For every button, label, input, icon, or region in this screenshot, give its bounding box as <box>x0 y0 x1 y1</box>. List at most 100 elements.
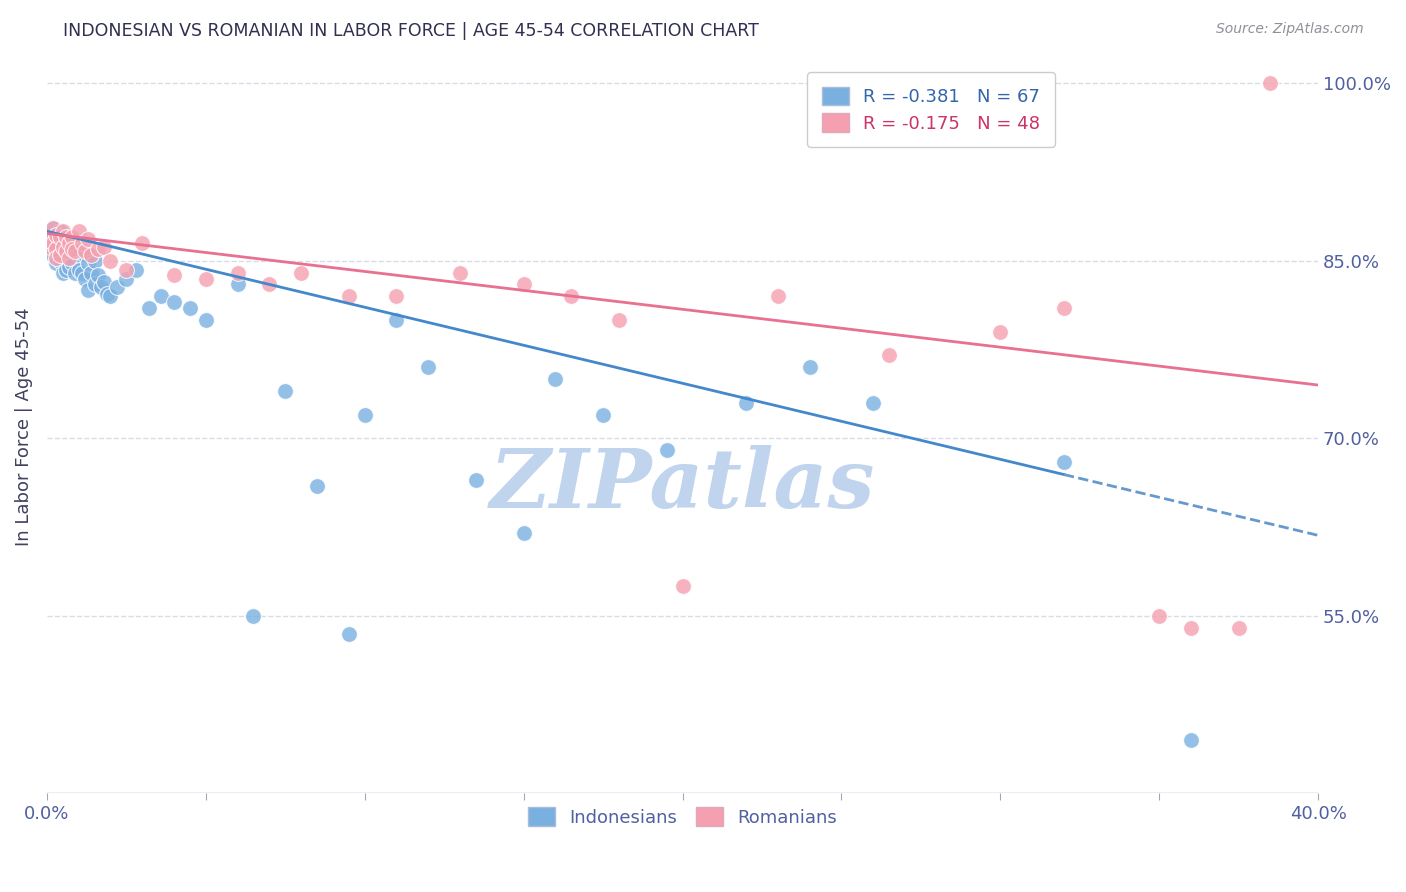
Point <box>305 478 328 492</box>
Point <box>138 301 160 315</box>
Point <box>60 230 83 244</box>
Point <box>58 235 80 250</box>
Point <box>226 277 249 292</box>
Point <box>52 232 75 246</box>
Point <box>1053 455 1076 469</box>
Point <box>45 227 67 242</box>
Point <box>512 526 534 541</box>
Point <box>73 244 96 259</box>
Point <box>70 235 93 250</box>
Point <box>60 256 83 270</box>
Point <box>671 579 693 593</box>
Point <box>55 230 77 244</box>
Point <box>48 224 70 238</box>
Point <box>179 301 201 315</box>
Point <box>65 239 87 253</box>
Point <box>607 313 630 327</box>
Point <box>83 253 105 268</box>
Point <box>70 266 93 280</box>
Point <box>1260 76 1282 90</box>
Point <box>87 242 110 256</box>
Point <box>39 242 62 256</box>
Text: ZIPatlas: ZIPatlas <box>489 445 876 525</box>
Point <box>42 220 65 235</box>
Point <box>90 280 112 294</box>
Point <box>87 268 110 282</box>
Point <box>77 284 100 298</box>
Point <box>100 253 122 268</box>
Point <box>131 235 153 250</box>
Point <box>418 360 440 375</box>
Point <box>766 289 789 303</box>
Point <box>96 287 118 301</box>
Point <box>877 349 900 363</box>
Point <box>449 266 471 280</box>
Point <box>194 313 217 327</box>
Point <box>48 248 70 262</box>
Point <box>39 230 62 244</box>
Point <box>592 408 614 422</box>
Point <box>1227 621 1250 635</box>
Point <box>93 239 115 253</box>
Point <box>45 252 67 266</box>
Point <box>385 289 408 303</box>
Point <box>65 244 87 259</box>
Point <box>55 242 77 256</box>
Point <box>39 239 62 253</box>
Point <box>337 626 360 640</box>
Point <box>259 277 281 292</box>
Point <box>45 239 67 253</box>
Point <box>48 253 70 268</box>
Point <box>290 266 312 280</box>
Point <box>1180 621 1202 635</box>
Point <box>48 239 70 253</box>
Point <box>60 242 83 256</box>
Point <box>1147 608 1170 623</box>
Point <box>274 384 297 398</box>
Point <box>45 230 67 244</box>
Point <box>70 244 93 259</box>
Text: INDONESIAN VS ROMANIAN IN LABOR FORCE | AGE 45-54 CORRELATION CHART: INDONESIAN VS ROMANIAN IN LABOR FORCE | … <box>63 22 759 40</box>
Point <box>52 224 75 238</box>
Point <box>65 266 87 280</box>
Point <box>55 263 77 277</box>
Legend: Indonesians, Romanians: Indonesians, Romanians <box>519 798 846 836</box>
Point <box>115 263 138 277</box>
Point <box>52 239 75 253</box>
Point <box>115 271 138 285</box>
Point <box>385 313 408 327</box>
Point <box>48 230 70 244</box>
Point <box>52 248 75 262</box>
Point <box>73 248 96 262</box>
Point <box>42 248 65 262</box>
Y-axis label: In Labor Force | Age 45-54: In Labor Force | Age 45-54 <box>15 307 32 546</box>
Point <box>163 268 186 282</box>
Point <box>560 289 582 303</box>
Point <box>45 242 67 256</box>
Point <box>544 372 567 386</box>
Point <box>1180 733 1202 747</box>
Point <box>242 608 264 623</box>
Point <box>55 252 77 266</box>
Point <box>988 325 1011 339</box>
Point <box>93 275 115 289</box>
Point <box>45 256 67 270</box>
Point <box>655 443 678 458</box>
Point <box>465 473 488 487</box>
Point <box>58 232 80 246</box>
Point <box>512 277 534 292</box>
Point <box>735 396 758 410</box>
Point <box>58 248 80 262</box>
Point <box>39 230 62 244</box>
Point <box>150 289 173 303</box>
Point <box>80 248 103 262</box>
Point <box>226 266 249 280</box>
Point <box>353 408 375 422</box>
Point <box>58 252 80 266</box>
Point <box>83 277 105 292</box>
Point <box>163 295 186 310</box>
Point <box>80 266 103 280</box>
Point <box>1053 301 1076 315</box>
Point <box>45 244 67 259</box>
Point <box>337 289 360 303</box>
